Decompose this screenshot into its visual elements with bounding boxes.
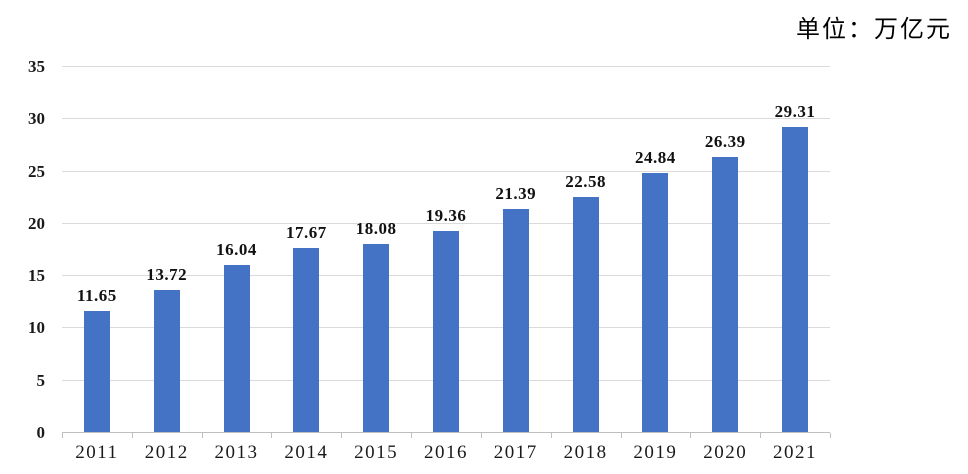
bar-value-label: 24.84: [635, 148, 676, 168]
bar-value-label: 29.31: [774, 101, 816, 121]
bar: [712, 157, 739, 433]
x-axis-ticks-layer: [62, 67, 831, 438]
plot-area: 0 5 10 15 20 25 30 35 11.65 2011 13.72 2012 16.04 20…: [28, 57, 831, 463]
x-axis-line: [62, 432, 830, 433]
x-axis-label: 2016: [423, 442, 468, 463]
bar-value-label: 11.65: [77, 286, 117, 306]
x-axis-label: 2018: [563, 442, 608, 463]
bar-value-label: 19.36: [425, 205, 467, 225]
bar: [782, 126, 809, 433]
y-axis-tick-label: 20: [28, 213, 45, 233]
y-axis-tick-label: 15: [28, 266, 45, 286]
bar-slot: 22.58 2018: [551, 67, 621, 463]
x-axis-label: 2015: [354, 442, 399, 463]
x-axis-tick: [131, 433, 133, 438]
bar-slot: 19.36 2016: [411, 67, 481, 463]
bar: [223, 265, 250, 433]
y-axis-tick-label: 5: [36, 370, 46, 390]
gridline: [62, 66, 830, 67]
x-axis-tick: [690, 433, 692, 438]
bar-slot: 13.72 2012: [132, 67, 202, 463]
y-axis-tick-label: 0: [36, 423, 46, 442]
x-axis-label: 2011: [75, 442, 119, 463]
gridline: [62, 170, 830, 172]
x-axis-tick: [830, 433, 831, 438]
bar-slot: 17.67 2014: [271, 67, 341, 463]
x-axis-label: 2020: [703, 442, 748, 463]
x-axis-tick: [271, 433, 273, 438]
bar-value-label: 21.39: [495, 184, 537, 204]
y-axis-tick-label: 30: [28, 109, 45, 129]
bars-row: 11.65 2011 13.72 2012 16.04 2013 17.67 2014 18.0…: [62, 67, 830, 463]
bar-slot: 16.04 2013: [202, 67, 272, 463]
x-axis-tick: [480, 433, 482, 438]
gridline: [62, 118, 830, 120]
bar-slot: 26.39 2020: [690, 67, 760, 463]
bar-value-label: 26.39: [704, 132, 746, 152]
bar-value-label: 13.72: [146, 264, 188, 284]
bar: [502, 209, 529, 433]
y-axis-tick-label: 10: [28, 318, 45, 338]
y-axis-tick-label: 25: [28, 161, 45, 181]
x-axis-tick: [760, 433, 762, 438]
x-axis-label: 2013: [214, 442, 259, 463]
bar-value-label: 22.58: [565, 171, 606, 191]
y-axis-tick-label: 35: [28, 57, 45, 76]
gridline: [62, 222, 830, 224]
bar-value-label: 17.67: [285, 223, 327, 243]
x-axis-tick: [411, 433, 413, 438]
x-axis-label: 2012: [144, 442, 189, 463]
bar: [432, 230, 459, 433]
x-axis-tick: [201, 433, 203, 438]
bar: [153, 289, 180, 433]
bar-slot: 21.39 2017: [481, 67, 551, 463]
bar-slot: 29.31 2021: [760, 67, 830, 463]
x-axis-tick: [341, 433, 343, 438]
x-axis-tick: [62, 433, 63, 438]
bar-slot: 24.84 2019: [621, 67, 691, 463]
bar: [572, 196, 599, 433]
x-axis-label: 2021: [773, 442, 818, 463]
x-axis-label: 2014: [284, 442, 329, 463]
bar: [642, 173, 669, 433]
bar: [363, 243, 390, 433]
bar: [83, 311, 110, 433]
x-axis-label: 2019: [633, 442, 678, 463]
bar-slot: 18.08 2015: [341, 67, 411, 463]
x-axis-label: 2017: [493, 442, 538, 463]
bar: [293, 248, 320, 433]
x-axis-tick: [620, 433, 622, 438]
bar-value-label: 16.04: [216, 240, 257, 260]
x-axis-tick: [550, 433, 552, 438]
bar-value-label: 18.08: [355, 218, 397, 238]
chart-unit-label: 单位：万亿元: [796, 17, 952, 43]
bar-slot: 11.65 2011: [62, 67, 132, 463]
